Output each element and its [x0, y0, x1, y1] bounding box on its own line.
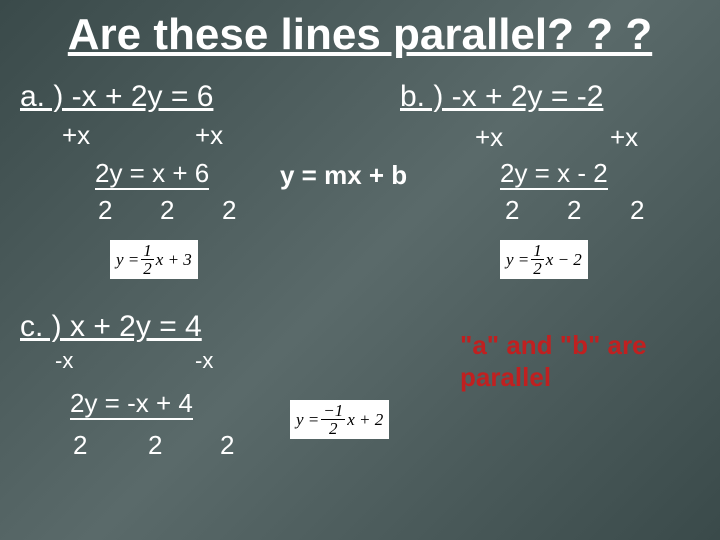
c-step2: 2y = -x + 4 [70, 388, 193, 419]
slope-intercept-formula: y = mx + b [280, 160, 407, 191]
a-result: y = 12 x + 3 [110, 240, 198, 279]
a-step2: 2y = x + 6 [95, 158, 209, 189]
b-step3-b: 2 [567, 195, 581, 226]
b-step1-right: +x [610, 122, 638, 153]
c-step1-right: -x [195, 348, 213, 374]
a-header: a. ) -x + 2y = 6 [20, 80, 213, 114]
b-step1-left: +x [475, 122, 503, 153]
b-result: y = 12 x − 2 [500, 240, 588, 279]
a-step3-c: 2 [222, 195, 236, 226]
b-header: b. ) -x + 2y = -2 [400, 80, 603, 114]
c-step3-c: 2 [220, 430, 234, 461]
answer-line1: "a" and "b" are [460, 330, 647, 361]
c-result: y = −12 x + 2 [290, 400, 389, 439]
b-step3-c: 2 [630, 195, 644, 226]
b-step3-a: 2 [505, 195, 519, 226]
a-step1-left: +x [62, 120, 90, 151]
page-title: Are these lines parallel? ? ? [0, 10, 720, 60]
c-step3-b: 2 [148, 430, 162, 461]
a-step3-b: 2 [160, 195, 174, 226]
b-step2: 2y = x - 2 [500, 158, 608, 189]
c-header: c. ) x + 2y = 4 [20, 310, 202, 344]
c-step3-a: 2 [73, 430, 87, 461]
c-step1-left: -x [55, 348, 73, 374]
a-step1-right: +x [195, 120, 223, 151]
a-step3-a: 2 [98, 195, 112, 226]
answer-line2: parallel [460, 362, 551, 393]
